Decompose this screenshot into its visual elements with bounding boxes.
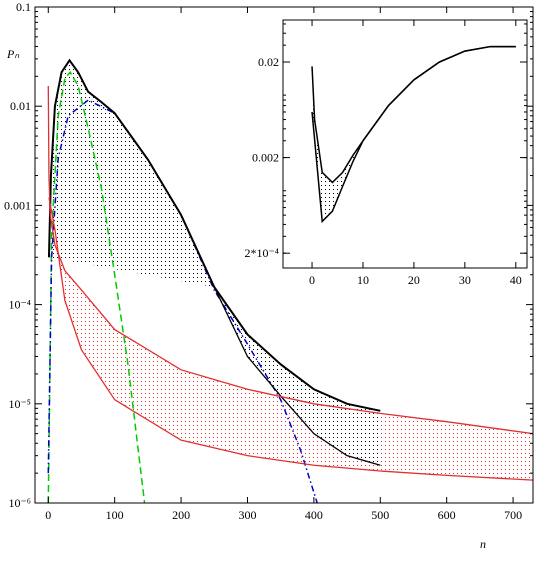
x-axis-label: n [480, 537, 486, 551]
x-tick-label: 40 [510, 273, 522, 287]
y-tick-label: 10⁻⁴ [8, 298, 31, 312]
y-tick-label: 0.02 [258, 55, 279, 69]
axes-frame [34, 6, 534, 504]
axes-frame [282, 19, 528, 269]
data-line [311, 45, 516, 224]
y-tick-label: 10⁻⁵ [8, 397, 31, 411]
x-tick-label: 200 [172, 508, 190, 522]
x-tick-label: 100 [106, 508, 124, 522]
x-tick-label: 400 [305, 508, 323, 522]
x-tick-label: 500 [371, 508, 389, 522]
y-tick-label: 10⁻⁶ [8, 496, 31, 510]
data-line [47, 58, 381, 412]
data-line [47, 70, 146, 503]
data-line [47, 99, 318, 503]
y-axis-label: Pₙ [6, 47, 19, 61]
x-tick-label: 700 [504, 508, 522, 522]
x-tick-label: 300 [238, 508, 256, 522]
y-tick-label: 0.01 [10, 99, 31, 113]
y-tick-label: 2*10⁻⁴ [244, 246, 279, 260]
y-tick-label: 0.1 [16, 0, 31, 14]
y-tick-label: 0.002 [252, 151, 279, 165]
data-line [213, 286, 381, 466]
data-line [47, 85, 533, 435]
x-tick-label: 0 [45, 508, 51, 522]
x-tick-label: 0 [309, 273, 315, 287]
x-tick-label: 30 [459, 273, 471, 287]
plot-area [47, 58, 533, 503]
inset-background [283, 20, 527, 268]
x-tick-label: 20 [408, 273, 420, 287]
dotted-band [48, 85, 533, 481]
dotted-band [48, 60, 381, 466]
x-tick-label: 600 [438, 508, 456, 522]
data-line [48, 197, 533, 481]
dotted-band [312, 46, 516, 222]
plot-area [311, 45, 516, 224]
x-tick-label: 10 [357, 273, 369, 287]
y-tick-label: 0.001 [4, 198, 31, 212]
